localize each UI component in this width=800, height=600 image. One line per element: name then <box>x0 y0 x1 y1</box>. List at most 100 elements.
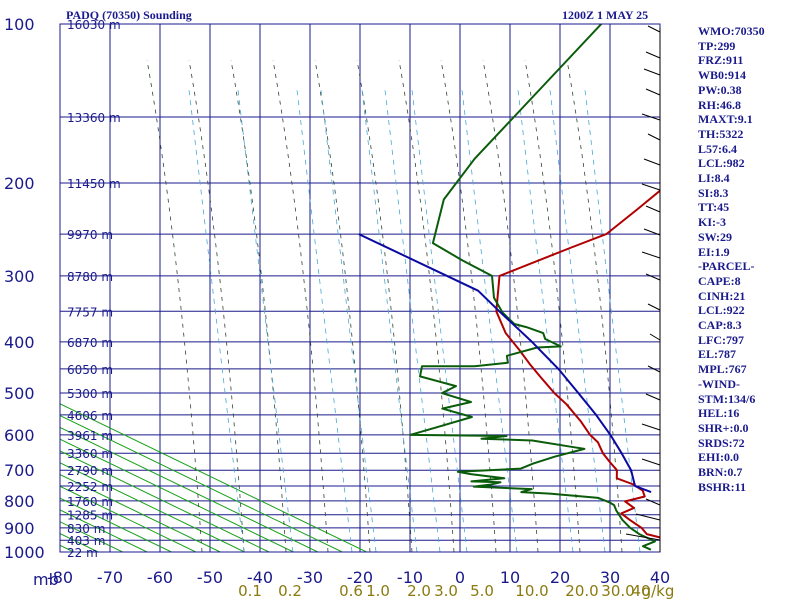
dry-adiabat-line <box>60 438 294 552</box>
height-label: 2790 m <box>67 464 113 478</box>
sounding-index: SHR+:0.0 <box>698 420 749 435</box>
sounding-index: SI:8.3 <box>698 185 729 200</box>
wind-barb <box>641 183 661 191</box>
height-label: 9970 m <box>67 228 113 242</box>
sounding-index: -WIND- <box>698 376 740 391</box>
height-label: 830 m <box>67 522 105 536</box>
mixing-ratio-line <box>517 89 574 552</box>
height-label: 5300 m <box>67 387 113 401</box>
dry-adiabat-line <box>60 462 245 552</box>
temperature-tick-label: 30 <box>600 568 620 587</box>
mixing-ratio-tick-label: 20.0 <box>565 582 598 600</box>
height-label: 1285 m <box>67 509 113 523</box>
pressure-unit-label: mb <box>33 570 59 589</box>
wind-barb <box>641 251 661 259</box>
grid <box>59 23 661 553</box>
height-label: 11450 m <box>67 177 121 191</box>
temperature-tick-label: -10 <box>397 568 423 587</box>
temperature-tick-label: 40 <box>650 568 670 587</box>
mixing-ratio-line <box>188 89 245 552</box>
sounding-index: KI:-3 <box>698 215 726 230</box>
temperature-tick-label: -30 <box>297 568 323 587</box>
dry-adiabat-line <box>60 403 367 552</box>
wind-barb <box>647 25 661 33</box>
sounding-index: EL:787 <box>698 347 737 362</box>
temperature-tick-label: 20 <box>550 568 570 587</box>
sounding-index: PW:0.38 <box>698 82 742 97</box>
height-label: 8780 m <box>67 270 113 284</box>
moist-adiabat-line <box>146 59 203 552</box>
height-label: 22 m <box>67 546 98 560</box>
sounding-index: BRN:0.7 <box>698 465 743 480</box>
wind-barb <box>643 228 661 236</box>
wind-barb <box>645 205 661 213</box>
pressure-tick-label: 300 <box>4 267 35 286</box>
sounding-index: CINH:21 <box>698 288 746 303</box>
sounding-index: MAXT:9.1 <box>698 112 753 127</box>
mixing-ratio-tick-label: 0.1 <box>238 582 262 600</box>
mixing-ratio-line <box>237 89 294 552</box>
observation-time: 1200Z 1 MAY 25 <box>562 8 649 22</box>
dry-adiabat-line <box>60 415 343 552</box>
height-label: 2252 m <box>67 480 113 494</box>
wind-barb <box>647 303 661 311</box>
dry-adiabat-line <box>0 262 1 552</box>
pressure-tick-label: 500 <box>4 384 35 403</box>
sounding-index: TH:5322 <box>698 126 744 141</box>
parcel-profile-line <box>358 233 652 494</box>
sounding-index: RH:46.8 <box>698 97 741 112</box>
mixing-ratio-line <box>584 89 641 552</box>
wind-barb <box>641 113 661 121</box>
moist-adiabat-line <box>230 59 287 552</box>
height-label: 16030 m <box>67 18 121 32</box>
sounding-index: LFC:797 <box>698 332 744 347</box>
pressure-tick-label: 1000 <box>4 543 45 562</box>
mixing-ratio-line <box>411 89 468 552</box>
mixing-ratio-tick-label: 0.6 <box>339 582 363 600</box>
dry-adiabat-line <box>60 450 270 552</box>
moist-adiabat-line <box>356 59 413 552</box>
wind-barb <box>645 498 661 506</box>
dry-adiabat-line <box>60 426 319 552</box>
temperature-tick-label: 0 <box>455 568 465 587</box>
wind-barb <box>645 273 661 281</box>
temperature-tick-label: 10 <box>500 568 520 587</box>
sounding-index: TT:45 <box>698 200 730 215</box>
moist-adiabat-line <box>524 59 581 552</box>
pressure-tick-label: 200 <box>4 174 35 193</box>
wind-barb <box>647 365 661 373</box>
mixing-ratio-line <box>384 89 441 552</box>
sounding-index: BSHR:11 <box>698 479 747 494</box>
wind-barbs <box>625 25 661 552</box>
sounding-index: EI:1.9 <box>698 244 730 259</box>
moist-adiabat-line <box>188 59 245 552</box>
temperature-profile-line <box>495 189 660 539</box>
sounding-index: WMO:70350 <box>698 24 765 38</box>
mixing-ratio-tick-label: 1.0 <box>366 582 390 600</box>
wind-barb <box>641 458 661 466</box>
mixing-ratio-tick-label: 10.0 <box>515 582 548 600</box>
moist-adiabat-line <box>440 59 497 552</box>
mixing-ratio-line <box>549 89 606 552</box>
mixing-ratio-tick-label: g/kg <box>642 582 675 600</box>
moist-adiabat-line <box>566 59 623 552</box>
mixing-ratio-tick-label: 0.2 <box>278 582 302 600</box>
mixing-ratio-tick-label: 40 <box>631 582 650 600</box>
pressure-tick-label: 600 <box>4 426 35 445</box>
wind-barb <box>645 88 661 96</box>
dry-adiabat-line <box>60 497 172 552</box>
wind-barb <box>643 158 661 166</box>
sounding-index: FRZ:911 <box>698 53 744 68</box>
pressure-tick-label: 800 <box>4 492 35 511</box>
mixing-ratio-tick-label: 5.0 <box>470 582 494 600</box>
moist-adiabat-line <box>398 59 455 552</box>
height-label: 3360 m <box>67 447 113 461</box>
mixing-ratio-tick-label: 3.0 <box>434 582 458 600</box>
temperature-tick-label: -50 <box>197 568 223 587</box>
sounding-index: SW:29 <box>698 229 733 244</box>
temperature-tick-label: -40 <box>247 568 273 587</box>
pressure-tick-label: 900 <box>4 519 35 538</box>
wind-barb <box>647 133 661 141</box>
